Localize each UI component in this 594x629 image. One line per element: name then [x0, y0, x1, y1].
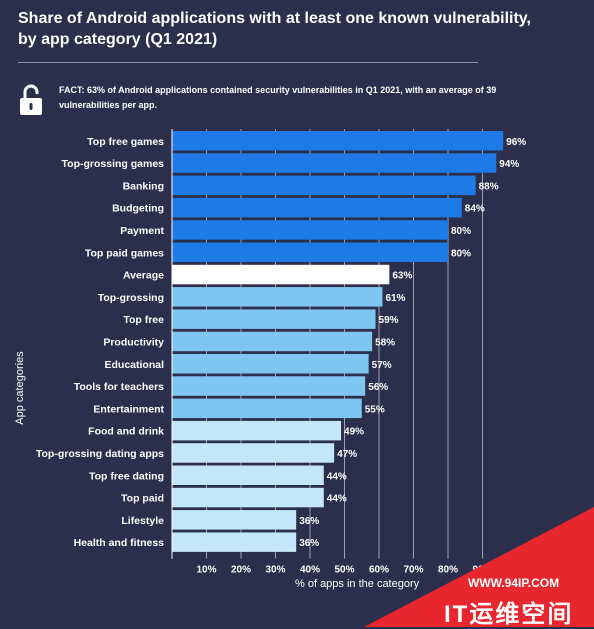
category-label: Top paid — [121, 493, 164, 505]
x-tick-label: 10% — [196, 565, 216, 576]
chart-title: Share of Android applications with at le… — [18, 8, 558, 50]
category-label: Entertainment — [93, 403, 164, 415]
bar — [172, 331, 373, 352]
value-label: 56% — [368, 382, 388, 393]
value-label: 96% — [506, 137, 526, 148]
value-label: 55% — [365, 404, 385, 415]
value-label: 84% — [465, 204, 485, 215]
category-label: Health and fitness — [74, 537, 165, 549]
category-label: Productivity — [103, 336, 164, 348]
bar — [172, 242, 448, 262]
x-tick-label: 40% — [300, 565, 320, 576]
value-label: 61% — [385, 293, 405, 304]
bar — [172, 354, 369, 374]
bar — [172, 175, 476, 196]
bar — [172, 197, 462, 218]
value-label: 80% — [451, 226, 471, 237]
bar — [172, 420, 342, 441]
x-tick-label: 20% — [231, 565, 251, 576]
bar — [172, 287, 383, 307]
category-label: Top-grossing games — [62, 158, 165, 170]
bar — [172, 309, 376, 329]
bar — [172, 443, 335, 463]
x-tick-label: 30% — [265, 565, 285, 576]
category-label: Top-grossing dating apps — [36, 448, 164, 460]
value-label: 80% — [451, 248, 471, 259]
title-line-1: Share of Android applications with at le… — [18, 10, 531, 27]
fact-text: FACT: 63% of Android applications contai… — [59, 85, 497, 110]
category-label: Lifestyle — [121, 515, 164, 527]
x-tick-label: 50% — [334, 565, 354, 576]
bar — [172, 264, 390, 285]
category-label: Top free games — [87, 136, 164, 148]
bar — [172, 376, 366, 396]
value-label: 63% — [392, 271, 412, 282]
category-labels: Top free games Top-grossing games Banking B… — [36, 136, 165, 549]
value-label: 49% — [344, 427, 364, 438]
bar — [172, 131, 504, 151]
value-label: 57% — [372, 360, 392, 371]
category-label: Top paid games — [85, 247, 164, 259]
category-label: Top free dating — [89, 470, 164, 482]
title-line-2: by app category (Q1 2021) — [18, 31, 218, 48]
value-label: 44% — [327, 471, 347, 482]
bar — [172, 398, 362, 419]
bar — [172, 153, 497, 173]
category-label: Food and drink — [88, 426, 164, 438]
value-label: 36% — [299, 538, 319, 549]
bar — [172, 510, 297, 530]
category-label: Tools for teachers — [74, 381, 164, 393]
value-label: 36% — [299, 516, 319, 527]
value-label: 58% — [375, 337, 395, 348]
bars — [172, 131, 504, 552]
watermark-url: WWW.94IP.COM — [468, 576, 560, 590]
category-label: Budgeting — [112, 203, 164, 215]
category-label: Payment — [120, 225, 164, 237]
value-label: 88% — [479, 181, 499, 192]
bar — [172, 487, 324, 508]
value-label: 44% — [327, 494, 347, 505]
bar — [172, 532, 297, 552]
bar — [172, 220, 448, 240]
category-label: Educational — [104, 359, 164, 371]
title-divider — [18, 62, 478, 63]
category-label: Top-grossing — [98, 292, 164, 304]
value-label: 47% — [337, 449, 357, 460]
value-label: 59% — [379, 315, 399, 326]
watermark-triangle — [364, 507, 594, 627]
category-label: Banking — [123, 180, 164, 192]
category-label: Average — [123, 270, 164, 282]
unlocked-padlock-icon — [20, 84, 42, 115]
bar — [172, 465, 324, 485]
category-label: Top free — [123, 314, 164, 326]
value-labels: 96% 94%88% 84% 80% 80% 63% 61% 59% 58% 57% 56% 55% 4… — [299, 137, 526, 549]
watermark-brand: IT运维空间 — [444, 601, 574, 628]
value-label: 94% — [499, 159, 519, 170]
